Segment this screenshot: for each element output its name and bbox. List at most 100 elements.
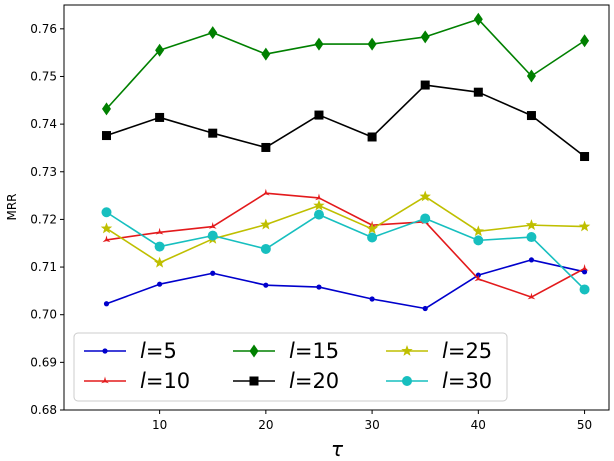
x-axis-label: τ bbox=[331, 437, 344, 461]
x-axis: 10 20 30 40 50 bbox=[152, 410, 592, 432]
data-point-l-30 bbox=[579, 284, 590, 295]
legend-entry-l-10: l=10 bbox=[84, 369, 190, 393]
data-point-l-25 bbox=[472, 225, 485, 237]
y-tick-label: 0.72 bbox=[30, 212, 57, 226]
legend-entry-l-5: l=5 bbox=[84, 339, 177, 363]
legend-entry-l-25: l=25 bbox=[386, 339, 492, 363]
data-point-l-25 bbox=[578, 220, 591, 232]
x-tick-label: 30 bbox=[364, 418, 379, 432]
data-point-l-5 bbox=[210, 270, 216, 276]
legend-marker bbox=[402, 376, 412, 386]
legend-marker bbox=[102, 348, 108, 354]
data-point-l-15 bbox=[580, 34, 590, 48]
legend-label: l=10 bbox=[140, 369, 190, 393]
legend-marker bbox=[101, 376, 109, 384]
y-tick-label: 0.76 bbox=[30, 22, 57, 36]
data-point-l-30 bbox=[473, 235, 484, 246]
legend-entry-l-30: l=30 bbox=[386, 369, 492, 393]
series-line-l-30 bbox=[106, 211, 586, 291]
y-tick-label: 0.68 bbox=[30, 403, 57, 417]
data-point-l-10 bbox=[580, 263, 589, 271]
series-l-15 bbox=[101, 12, 590, 116]
y-tick-label: 0.71 bbox=[30, 260, 57, 274]
data-point-l-10 bbox=[315, 193, 323, 201]
data-point-l-5 bbox=[157, 281, 163, 287]
data-point-l-30 bbox=[313, 209, 324, 220]
series-line-l-20 bbox=[106, 84, 586, 158]
series-l-20 bbox=[101, 80, 590, 162]
legend-label: l=30 bbox=[442, 369, 492, 393]
y-tick-label: 0.70 bbox=[30, 308, 57, 322]
data-point-l-10 bbox=[102, 235, 111, 243]
legend-label: l=25 bbox=[442, 339, 492, 363]
data-point-l-10 bbox=[208, 222, 217, 229]
data-point-l-15 bbox=[473, 12, 483, 26]
data-point-l-10 bbox=[155, 227, 164, 235]
legend-marker bbox=[249, 344, 259, 358]
legend-marker bbox=[249, 376, 259, 386]
data-point-l-25 bbox=[260, 218, 272, 230]
data-point-l-15 bbox=[101, 102, 111, 116]
data-point-l-25 bbox=[313, 199, 325, 211]
data-point-l-30 bbox=[207, 230, 218, 241]
legend-marker bbox=[401, 345, 413, 356]
data-point-l-30 bbox=[420, 213, 431, 224]
data-point-l-30 bbox=[154, 241, 165, 252]
data-point-l-15 bbox=[314, 37, 324, 51]
data-point-l-5 bbox=[103, 301, 110, 307]
legend-frame bbox=[73, 332, 508, 402]
data-point-l-30 bbox=[367, 232, 378, 243]
data-point-l-20 bbox=[473, 87, 483, 97]
data-point-l-20 bbox=[367, 132, 377, 142]
data-point-l-15 bbox=[367, 37, 377, 51]
legend-entry-l-20: l=20 bbox=[233, 369, 339, 393]
axes-frame bbox=[63, 4, 610, 411]
data-point-l-30 bbox=[101, 207, 112, 218]
data-point-l-30 bbox=[260, 243, 271, 254]
y-axis: 0.68 0.69 0.70 0.71 0.72 0.73 0.74 0.75 0.76 bbox=[30, 22, 64, 417]
data-point-l-15 bbox=[208, 26, 218, 40]
legend-label: l=20 bbox=[289, 369, 339, 393]
data-point-l-5 bbox=[528, 257, 535, 263]
data-point-l-20 bbox=[101, 131, 111, 141]
data-point-l-15 bbox=[420, 30, 430, 44]
x-tick-label: 20 bbox=[258, 418, 273, 432]
series-line-l-15 bbox=[105, 18, 586, 110]
data-point-l-15 bbox=[155, 43, 165, 57]
data-point-l-5 bbox=[316, 284, 322, 290]
data-point-l-25 bbox=[525, 219, 538, 230]
data-point-l-20 bbox=[526, 111, 536, 121]
series-l-25 bbox=[100, 190, 591, 268]
series-l-5 bbox=[103, 257, 588, 312]
data-point-l-20 bbox=[155, 112, 165, 122]
y-axis-label: MRR bbox=[5, 193, 19, 220]
data-point-l-25 bbox=[153, 256, 166, 268]
series-line-l-10 bbox=[106, 192, 585, 298]
data-point-l-5 bbox=[581, 269, 588, 275]
y-tick-label: 0.75 bbox=[30, 69, 57, 83]
data-point-l-20 bbox=[261, 142, 271, 152]
legend-label: l=15 bbox=[289, 339, 339, 363]
y-tick-label: 0.69 bbox=[30, 355, 57, 369]
data-point-l-20 bbox=[580, 152, 590, 162]
data-point-l-5 bbox=[263, 282, 269, 288]
data-point-l-25 bbox=[419, 190, 431, 202]
data-point-l-20 bbox=[314, 110, 324, 120]
data-point-l-10 bbox=[261, 188, 270, 196]
legend-entry-l-15: l=15 bbox=[233, 339, 339, 363]
legend-label: l=5 bbox=[140, 339, 177, 363]
x-tick-label: 50 bbox=[577, 418, 592, 432]
series-l-30 bbox=[101, 207, 590, 295]
data-point-l-10 bbox=[527, 292, 536, 300]
legend: l=5 l=15 l=25 l=10 l=20 l=30 bbox=[73, 332, 508, 402]
data-point-l-25 bbox=[100, 222, 113, 234]
y-tick-label: 0.73 bbox=[30, 165, 57, 179]
data-point-l-5 bbox=[369, 296, 375, 302]
x-tick-label: 40 bbox=[471, 418, 486, 432]
y-tick-label: 0.74 bbox=[30, 117, 57, 131]
data-point-l-5 bbox=[422, 305, 428, 312]
x-tick-label: 10 bbox=[152, 418, 167, 432]
data-point-l-20 bbox=[208, 128, 218, 138]
series-line-l-25 bbox=[106, 195, 585, 264]
